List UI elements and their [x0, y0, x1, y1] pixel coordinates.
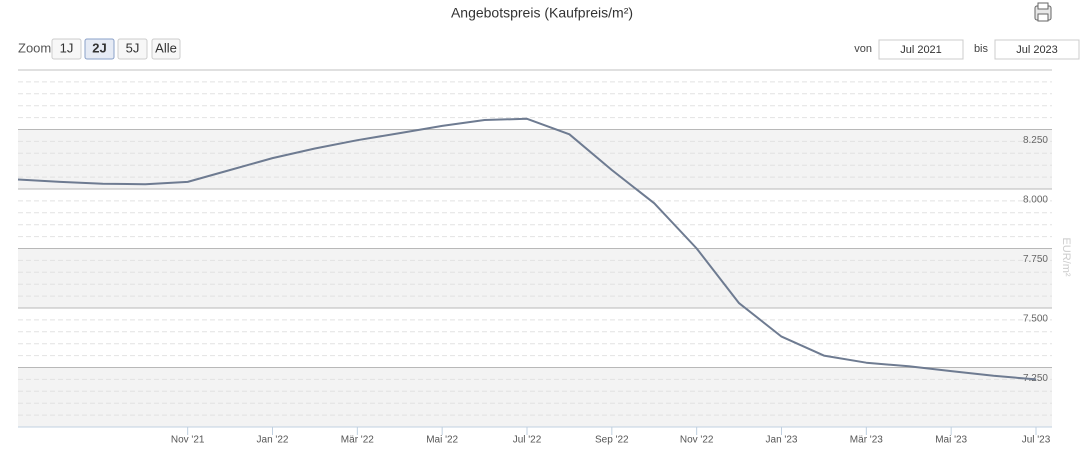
zoom-label: Zoom: [18, 40, 51, 55]
plot-band: [18, 129, 1052, 189]
x-tick-label: Jan '22: [257, 435, 289, 446]
to-label: bis: [974, 43, 989, 55]
y-tick-label: 8.000: [1023, 195, 1048, 206]
y-axis-title: EUR/m²: [1060, 237, 1072, 276]
zoom-button[interactable]: [151, 38, 181, 60]
x-tick-label: Mai '22: [426, 435, 458, 446]
from-value: Jul 2021: [900, 44, 942, 56]
zoom-button-label: Alle: [155, 40, 177, 55]
y-tick-label: 7.750: [1023, 254, 1048, 265]
x-tick-label: Nov '22: [680, 435, 714, 446]
x-tick-label: Jul '23: [1022, 435, 1051, 446]
zoom-button-label: 1J: [60, 40, 74, 55]
plot-band: [18, 367, 1052, 427]
from-label: von: [854, 43, 872, 55]
y-tick-label: 8.250: [1023, 135, 1048, 146]
chart-title: Angebotspreis (Kaufpreis/m²): [451, 5, 633, 21]
to-value: Jul 2023: [1016, 44, 1058, 56]
zoom-button[interactable]: [51, 38, 82, 60]
plot-band: [18, 248, 1052, 308]
y-tick-label: 7.500: [1023, 314, 1048, 325]
x-tick-label: Sep '22: [595, 435, 629, 446]
data-line: [17, 117, 1037, 381]
x-tick-label: Nov '21: [171, 435, 205, 446]
x-tick-label: Jan '23: [766, 435, 798, 446]
x-tick-label: Mär '22: [341, 435, 374, 446]
x-tick-label: Mär '23: [850, 435, 883, 446]
to-input[interactable]: [994, 39, 1080, 60]
zoom-button-label: 5J: [126, 40, 140, 55]
zoom-button[interactable]: [84, 38, 115, 60]
x-tick-label: Jul '22: [513, 435, 542, 446]
zoom-button-label: 2J: [92, 40, 106, 55]
print-button[interactable]: [1034, 2, 1052, 22]
from-input[interactable]: [878, 39, 964, 60]
x-tick-label: Mai '23: [935, 435, 967, 446]
zoom-button[interactable]: [117, 38, 148, 60]
